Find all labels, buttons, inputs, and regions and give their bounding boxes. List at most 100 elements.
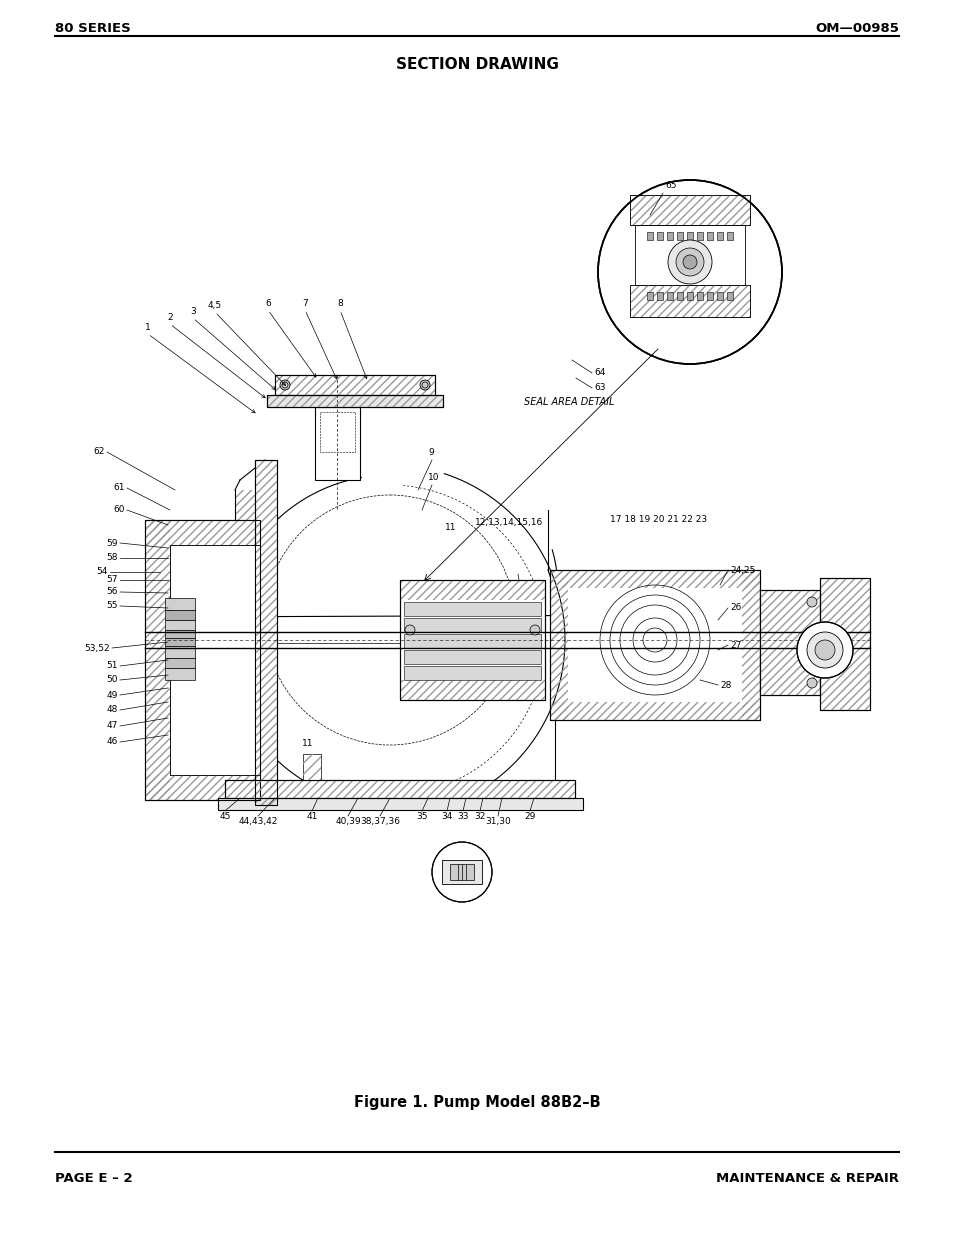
Bar — [145, 520, 260, 545]
Bar — [550, 571, 760, 720]
Circle shape — [806, 597, 816, 606]
Bar — [225, 781, 575, 798]
Circle shape — [814, 640, 834, 659]
Bar — [450, 864, 474, 881]
Text: 56: 56 — [107, 588, 118, 597]
Text: 53,52: 53,52 — [84, 643, 110, 652]
Text: 49: 49 — [107, 690, 118, 699]
Bar — [686, 291, 692, 300]
Text: 28: 28 — [720, 680, 731, 689]
Text: 11: 11 — [302, 739, 314, 748]
Bar — [165, 630, 194, 638]
Circle shape — [806, 632, 842, 668]
Text: OM—00985: OM—00985 — [814, 22, 898, 35]
Bar — [145, 776, 260, 800]
Text: 60: 60 — [113, 505, 125, 515]
Text: 41: 41 — [306, 811, 317, 821]
Bar — [629, 285, 749, 317]
Text: SEAL AREA DETAIL: SEAL AREA DETAIL — [523, 396, 614, 408]
Bar — [145, 520, 260, 800]
Text: 4,5: 4,5 — [208, 301, 222, 310]
Bar — [274, 375, 435, 395]
Text: 64: 64 — [594, 368, 605, 377]
Bar — [403, 666, 540, 680]
Circle shape — [432, 842, 492, 902]
Bar — [254, 459, 276, 805]
Bar — [403, 601, 540, 616]
Bar — [303, 755, 320, 781]
Bar — [403, 618, 540, 632]
Bar — [399, 680, 544, 700]
Circle shape — [598, 180, 781, 364]
Bar — [726, 232, 732, 240]
Text: 34: 34 — [441, 811, 453, 821]
Bar — [145, 520, 170, 800]
Bar — [677, 232, 682, 240]
Bar — [225, 781, 575, 798]
Bar — [697, 232, 702, 240]
Bar — [820, 578, 869, 710]
Bar — [267, 395, 442, 408]
Bar — [441, 860, 481, 884]
Bar — [706, 291, 712, 300]
Circle shape — [676, 248, 703, 275]
Text: 12,13,14,15,16: 12,13,14,15,16 — [475, 517, 542, 527]
Circle shape — [280, 380, 290, 390]
Bar — [657, 291, 662, 300]
Bar — [145, 520, 260, 800]
Bar — [706, 232, 712, 240]
Circle shape — [405, 625, 415, 635]
Text: 59: 59 — [107, 538, 118, 547]
Text: 33: 33 — [456, 811, 468, 821]
Text: 11: 11 — [444, 522, 456, 532]
Bar — [399, 580, 544, 600]
Circle shape — [667, 240, 711, 284]
Bar — [165, 620, 194, 630]
Bar — [717, 232, 722, 240]
Bar — [314, 408, 359, 480]
Bar — [274, 375, 435, 395]
Bar — [760, 590, 820, 695]
Text: 61: 61 — [113, 483, 125, 493]
Bar — [646, 232, 652, 240]
Text: 29: 29 — [524, 811, 536, 821]
Text: 9: 9 — [428, 448, 434, 457]
Text: 24,25: 24,25 — [729, 566, 755, 574]
Bar — [629, 195, 749, 225]
Text: 38,37,36: 38,37,36 — [359, 818, 399, 826]
Bar — [403, 650, 540, 664]
Bar — [403, 634, 540, 648]
Text: 7: 7 — [302, 299, 308, 308]
Bar — [717, 291, 722, 300]
Bar — [170, 545, 260, 776]
Bar — [677, 291, 682, 300]
Text: 27: 27 — [729, 641, 740, 650]
Bar — [760, 590, 820, 695]
Text: 31,30: 31,30 — [485, 818, 511, 826]
Bar — [629, 285, 749, 317]
Text: 44,43,42: 44,43,42 — [238, 818, 277, 826]
Text: 54: 54 — [96, 568, 108, 577]
Bar — [666, 232, 672, 240]
Bar — [399, 580, 544, 700]
Text: 51: 51 — [107, 662, 118, 671]
Bar — [820, 578, 869, 710]
Bar — [165, 610, 194, 620]
Text: 3: 3 — [190, 308, 195, 316]
Bar — [686, 232, 692, 240]
Bar — [550, 701, 760, 720]
Bar — [218, 798, 582, 810]
Bar — [165, 638, 194, 646]
Text: 1: 1 — [145, 324, 151, 332]
Bar — [303, 755, 320, 781]
Text: 65: 65 — [664, 182, 676, 190]
Bar — [646, 291, 652, 300]
Text: 17 18 19 20 21 22 23: 17 18 19 20 21 22 23 — [609, 515, 706, 524]
Bar — [267, 395, 442, 408]
Text: 57: 57 — [107, 576, 118, 584]
Bar — [399, 580, 544, 700]
Text: 80 SERIES: 80 SERIES — [55, 22, 131, 35]
Bar — [165, 598, 194, 610]
Text: 8: 8 — [336, 299, 342, 308]
Text: PAGE E – 2: PAGE E – 2 — [55, 1172, 132, 1186]
